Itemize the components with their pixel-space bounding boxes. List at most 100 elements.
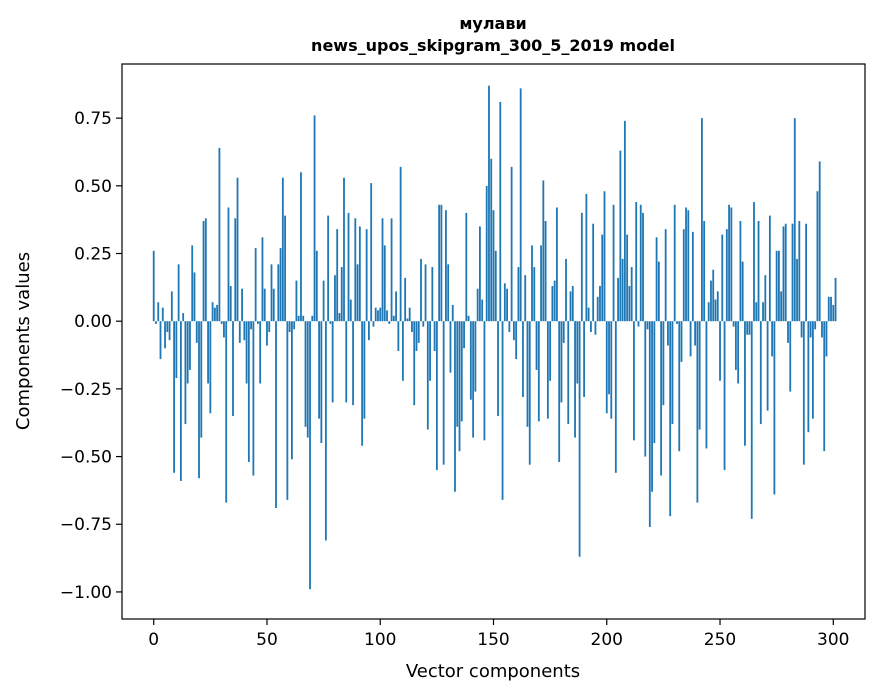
bar-201 [608, 321, 610, 395]
bar-275 [775, 250, 778, 322]
bar-78 [329, 321, 332, 324]
bar-51 [268, 321, 271, 333]
bar-24 [207, 321, 209, 384]
bar-256 [732, 321, 735, 327]
bar-225 [662, 321, 665, 406]
bar-288 [805, 223, 808, 322]
y-tick-label: 0.25 [74, 245, 112, 265]
bar-267 [757, 221, 760, 322]
bar-108 [397, 321, 400, 351]
bar-118 [420, 258, 422, 322]
bar-0 [152, 250, 155, 322]
bar-70 [311, 315, 314, 322]
bar-253 [725, 229, 728, 322]
bar-148 [488, 85, 490, 322]
bar-212 [633, 321, 635, 441]
bar-34 [229, 286, 232, 322]
bar-272 [768, 215, 771, 322]
bar-223 [657, 261, 660, 322]
bar-112 [406, 318, 409, 322]
x-tick-label: 200 [591, 630, 623, 650]
bar-30 [220, 321, 223, 324]
bar-64 [297, 315, 300, 322]
bar-122 [429, 321, 431, 381]
bar-235 [685, 207, 687, 322]
bar-176 [551, 286, 554, 322]
bar-125 [435, 321, 438, 471]
bar-221 [653, 321, 656, 444]
bar-105 [390, 218, 393, 322]
bar-183 [567, 321, 570, 425]
bar-156 [506, 288, 508, 322]
bar-197 [599, 286, 601, 322]
bar-157 [508, 321, 511, 333]
bar-28 [216, 304, 219, 322]
bar-98 [374, 307, 377, 322]
bar-75 [322, 280, 325, 322]
bar-258 [737, 321, 740, 384]
chart-title-line2: news_upos_skipgram_300_5_2019 model [311, 36, 675, 55]
bar-45 [254, 248, 257, 322]
bar-97 [372, 321, 375, 327]
bar-146 [483, 321, 486, 441]
x-tick-label: 150 [477, 630, 509, 650]
bar-173 [544, 221, 547, 322]
bar-114 [411, 321, 413, 333]
bar-10 [175, 321, 178, 379]
bar-86 [347, 212, 350, 322]
bar-245 [707, 302, 710, 322]
bar-230 [673, 204, 676, 322]
bar-60 [288, 321, 291, 333]
bar-249 [716, 291, 719, 322]
bar-181 [562, 321, 565, 343]
bar-166 [528, 321, 531, 465]
bar-132 [451, 304, 454, 322]
bar-266 [755, 302, 758, 322]
bar-210 [628, 286, 631, 322]
bar-276 [778, 250, 780, 322]
bar-39 [241, 288, 243, 322]
bar-186 [574, 321, 576, 438]
bar-7 [168, 321, 171, 341]
bar-205 [617, 277, 619, 322]
bar-196 [596, 296, 599, 322]
bar-282 [791, 223, 794, 322]
bar-243 [703, 221, 706, 322]
bar-32 [225, 321, 228, 503]
bar-68 [306, 321, 309, 438]
bar-106 [392, 315, 395, 322]
bar-38 [238, 321, 241, 343]
bar-169 [535, 321, 538, 370]
chart-title-line1: мулави [459, 14, 526, 33]
y-tick-label: 0.75 [74, 109, 112, 129]
bar-150 [492, 210, 495, 322]
bar-209 [626, 234, 629, 322]
bar-264 [750, 321, 753, 519]
bar-262 [746, 321, 749, 335]
bar-1 [155, 321, 157, 324]
bar-208 [623, 120, 626, 322]
bar-41 [245, 321, 248, 384]
bar-280 [787, 321, 789, 343]
bar-231 [676, 321, 678, 324]
bar-259 [739, 221, 742, 322]
bar-193 [590, 321, 592, 333]
y-axis-label: Components values [13, 252, 34, 430]
bar-289 [807, 321, 810, 433]
bar-113 [408, 307, 411, 322]
bar-217 [644, 321, 647, 457]
bar-120 [424, 264, 427, 322]
bar-298 [827, 296, 830, 322]
bar-222 [655, 237, 658, 322]
bar-89 [354, 218, 357, 322]
y-tick-label: 0.00 [74, 312, 112, 332]
bar-171 [540, 245, 542, 322]
bar-27 [213, 307, 216, 322]
bar-102 [383, 245, 386, 322]
bar-87 [349, 299, 352, 322]
bar-179 [558, 321, 561, 462]
bar-226 [664, 229, 667, 322]
bar-85 [345, 321, 348, 403]
bar-136 [460, 321, 463, 422]
bar-56 [279, 248, 282, 322]
